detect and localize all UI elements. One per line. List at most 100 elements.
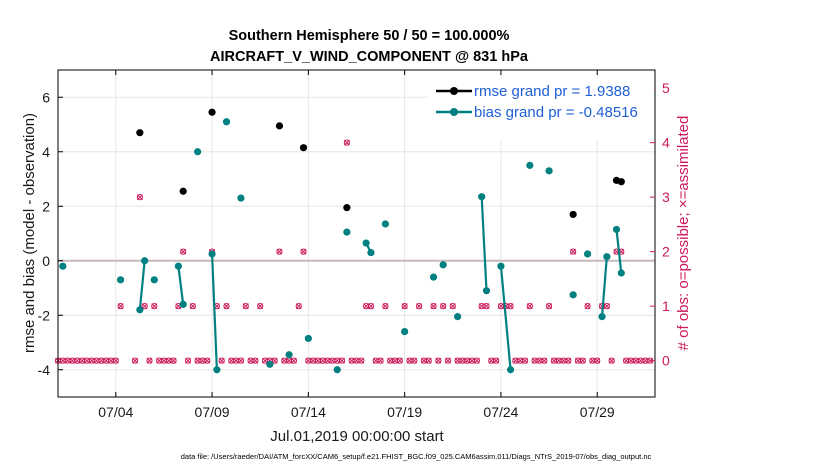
obs-count-point — [545, 303, 553, 310]
obs-possible-marker — [449, 303, 456, 310]
y-left-tick-label: -4 — [38, 362, 51, 378]
obs-possible-marker — [440, 303, 447, 310]
bias-segment — [177, 266, 185, 305]
obs-assimilated-marker — [435, 357, 442, 364]
obs-assimilated-marker — [575, 357, 581, 364]
obs-assimilated-marker — [570, 248, 577, 255]
obs-count-point — [300, 248, 307, 255]
obs-possible-marker — [257, 303, 264, 310]
legend-entry-bias: bias grand pr = -0.48516 — [436, 104, 638, 121]
obs-count-point — [141, 303, 148, 310]
obs-count-point — [117, 303, 124, 310]
obs-count-point — [372, 357, 379, 364]
obs-count-point — [444, 357, 452, 364]
obs-count-point — [237, 357, 245, 364]
x-tick-label: 07/14 — [291, 404, 326, 420]
x-tick-label: 07/09 — [195, 404, 230, 420]
obs-count-point — [146, 357, 153, 364]
obs-assimilated-marker — [358, 357, 365, 364]
obs-assimilated-marker — [189, 303, 196, 310]
obs-assimilated-marker — [406, 357, 413, 364]
obs-assimilated-marker — [497, 303, 504, 310]
obs-assimilated-marker — [512, 357, 519, 364]
bias-point — [285, 351, 293, 359]
y-left-tick-label: -2 — [38, 307, 51, 323]
obs-possible-marker — [579, 357, 586, 364]
bias-point — [598, 313, 606, 321]
obs-count-point — [541, 357, 548, 364]
obs-assimilated-marker — [237, 357, 244, 364]
obs-assimilated-marker — [522, 357, 528, 364]
obs-possible-marker — [252, 357, 259, 364]
obs-possible-marker — [425, 357, 432, 364]
obs-assimilated-marker — [623, 357, 630, 364]
obs-assimilated-marker — [257, 303, 264, 310]
obs-count-point — [594, 357, 601, 364]
obs-possible-marker — [276, 248, 283, 255]
obs-count-point — [473, 357, 480, 364]
obs-count-point — [425, 357, 432, 364]
bias-point — [208, 250, 216, 258]
obs-count-point — [170, 357, 177, 364]
bias-segment — [210, 253, 218, 370]
bias-point — [506, 366, 515, 374]
obs-assimilated-marker — [204, 357, 211, 364]
obs-possible-marker — [526, 303, 533, 310]
y-right-tick-label: 2 — [662, 244, 670, 260]
obs-assimilated-marker — [160, 357, 167, 364]
obs-possible-marker — [415, 303, 423, 310]
obs-assimilated-marker — [324, 357, 331, 364]
obs-assimilated-marker — [112, 357, 119, 364]
obs-possible-marker — [290, 357, 298, 364]
x-tick-label: 07/29 — [580, 404, 615, 420]
obs-assimilated-marker — [262, 357, 268, 364]
bias-segment — [615, 229, 623, 274]
x-axis-ticks: 07/04 07/09 07/14 07/19 07/24 07/29 — [98, 70, 615, 420]
y-right-tick-label: 4 — [662, 135, 670, 151]
obs-possible-marker — [223, 303, 230, 310]
obs-count-point — [112, 357, 119, 364]
y-right-tick-label: 1 — [662, 298, 670, 314]
obs-possible-marker — [565, 357, 572, 364]
obs-assimilated-marker — [608, 357, 615, 364]
obs-assimilated-marker — [276, 248, 283, 255]
bias-point — [497, 262, 505, 270]
obs-count-point — [252, 357, 259, 364]
obs-assimilated-marker — [334, 357, 341, 364]
obs-count-point — [396, 357, 403, 364]
obs-count-point — [603, 303, 610, 310]
obs-assimilated-marker — [69, 357, 76, 364]
obs-assimilated-marker — [218, 357, 225, 364]
obs-assimilated-marker — [517, 357, 524, 364]
obs-count-point — [382, 303, 389, 310]
obs-assimilated-marker — [401, 303, 408, 310]
footnote-data-file: data file: /Users/raeder/DAI/ATM_forcXX/… — [181, 452, 652, 461]
x-tick-label: 07/24 — [483, 404, 518, 420]
obs-assimilated-marker — [526, 303, 533, 310]
obs-assimilated-marker — [339, 357, 346, 364]
obs-assimilated-marker — [372, 357, 379, 364]
obs-possible-marker — [136, 194, 143, 201]
rmse-point — [275, 122, 284, 130]
obs-count-point — [257, 303, 264, 310]
obs-assimilated-marker — [329, 357, 336, 364]
obs-assimilated-marker — [594, 357, 601, 364]
obs-assimilated-marker — [420, 357, 427, 364]
bias-point — [333, 366, 341, 374]
obs-count-point — [570, 248, 577, 255]
legend-label-bias: bias grand pr = -0.48516 — [474, 104, 638, 121]
obs-possible-marker — [411, 357, 418, 364]
obs-count-point — [271, 357, 278, 364]
obs-assimilated-marker — [363, 303, 370, 310]
obs-possible-marker — [300, 248, 307, 255]
bias-point — [482, 287, 491, 295]
bias-point — [603, 253, 611, 261]
rmse-point — [569, 210, 577, 219]
bias-point — [237, 194, 245, 202]
bias-point — [59, 262, 67, 270]
obs-possible-marker — [170, 357, 177, 364]
obs-possible-marker — [493, 357, 500, 364]
obs-assimilated-marker — [353, 357, 360, 364]
obs-assimilated-marker — [445, 357, 451, 364]
